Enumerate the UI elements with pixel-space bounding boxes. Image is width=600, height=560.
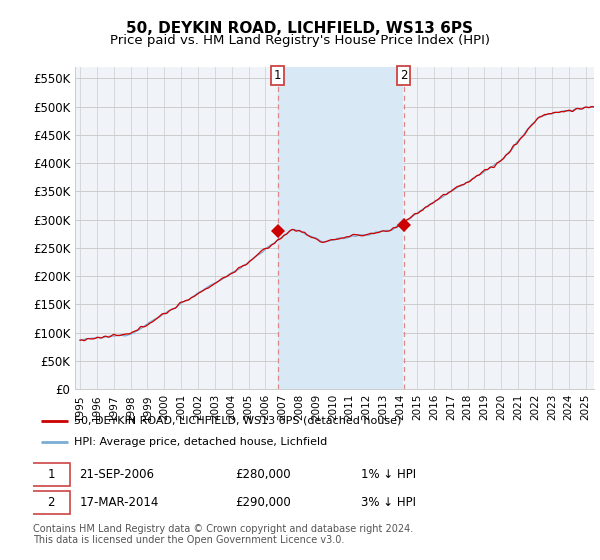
Text: £280,000: £280,000 [235,468,290,481]
Text: 3% ↓ HPI: 3% ↓ HPI [361,496,416,509]
Text: Price paid vs. HM Land Registry's House Price Index (HPI): Price paid vs. HM Land Registry's House … [110,34,490,46]
Text: 17-MAR-2014: 17-MAR-2014 [79,496,159,509]
Text: 1% ↓ HPI: 1% ↓ HPI [361,468,416,481]
Text: 50, DEYKIN ROAD, LICHFIELD, WS13 6PS (detached house): 50, DEYKIN ROAD, LICHFIELD, WS13 6PS (de… [74,416,401,426]
Text: 1: 1 [274,69,281,82]
Text: 1: 1 [47,468,55,481]
Text: HPI: Average price, detached house, Lichfield: HPI: Average price, detached house, Lich… [74,437,327,447]
Text: £290,000: £290,000 [235,496,291,509]
Text: 2: 2 [400,69,407,82]
Text: 2: 2 [47,496,55,509]
FancyBboxPatch shape [32,463,70,486]
FancyBboxPatch shape [32,491,70,514]
Text: 21-SEP-2006: 21-SEP-2006 [79,468,154,481]
Text: Contains HM Land Registry data © Crown copyright and database right 2024.
This d: Contains HM Land Registry data © Crown c… [33,524,413,545]
Text: 50, DEYKIN ROAD, LICHFIELD, WS13 6PS: 50, DEYKIN ROAD, LICHFIELD, WS13 6PS [127,21,473,36]
